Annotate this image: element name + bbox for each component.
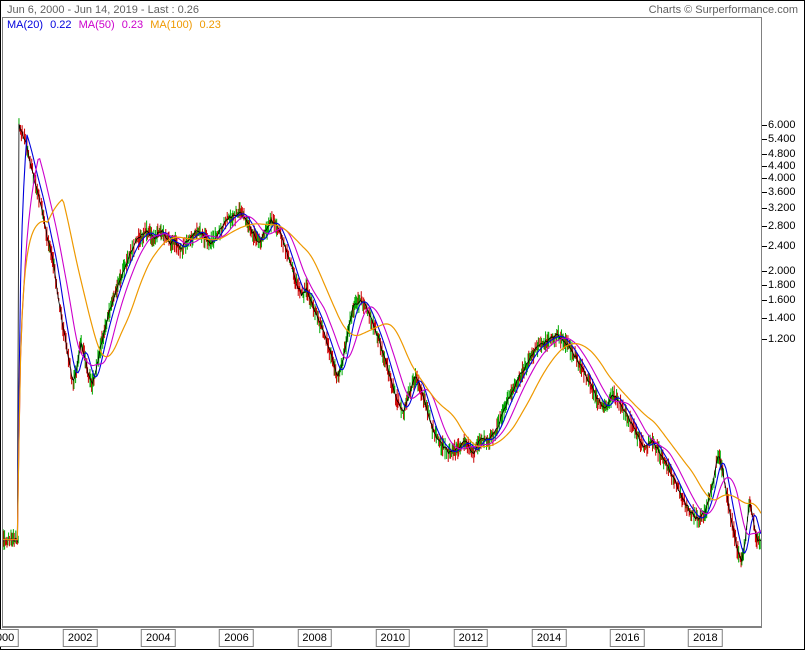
y-tick-mark (762, 300, 767, 301)
y-tick-label: 4.000 (768, 172, 796, 184)
x-tick-label: 2014 (532, 629, 566, 647)
x-axis: 2000 2002 2004 2006 2008 2010 2012 2014 2016 2018 (2, 627, 762, 649)
x-tick-label: 2010 (376, 629, 410, 647)
x-tick-label: 2008 (297, 629, 331, 647)
y-tick-label: 1.800 (768, 279, 796, 291)
y-tick-label: 3.600 (768, 186, 796, 198)
y-tick-label: 2.800 (768, 220, 796, 232)
y-tick-label: 4.800 (768, 148, 796, 160)
y-tick-label: 6.000 (768, 119, 796, 131)
credit: Charts © Surperformance.com (649, 4, 798, 16)
y-tick-label: 1.400 (768, 312, 796, 324)
y-tick-label: 1.600 (768, 294, 796, 306)
y-tick-label: 1.200 (768, 333, 796, 345)
chart-container: Jun 6, 2000 - Jun 14, 2019 - Last : 0.26… (0, 0, 805, 650)
y-tick-label: 4.400 (768, 160, 796, 172)
y-tick-mark (762, 139, 767, 140)
plot-area (2, 17, 762, 627)
x-tick-label: 2002 (63, 629, 97, 647)
y-tick-mark (762, 271, 767, 272)
x-tick-label: 2018 (688, 629, 722, 647)
x-tick-label: 2016 (610, 629, 644, 647)
y-tick-mark (762, 166, 767, 167)
y-tick-mark (762, 339, 767, 340)
y-tick-mark (762, 192, 767, 193)
y-tick-label: 3.200 (768, 202, 796, 214)
date-range: Jun 6, 2000 - Jun 14, 2019 - Last : 0.26 (7, 4, 199, 16)
x-tick-label: 2012 (454, 629, 488, 647)
y-tick-mark (762, 178, 767, 179)
y-tick-mark (762, 154, 767, 155)
y-tick-mark (762, 125, 767, 126)
y-tick-mark (762, 226, 767, 227)
x-tick-label: 2004 (141, 629, 175, 647)
y-tick-label: 5.400 (768, 133, 796, 145)
x-tick-label: 2006 (219, 629, 253, 647)
y-tick-mark (762, 318, 767, 319)
y-tick-label: 2.000 (768, 265, 796, 277)
y-tick-label: 2.400 (768, 240, 796, 252)
chart-svg (3, 18, 761, 626)
y-tick-mark (762, 246, 767, 247)
x-tick-label: 2000 (0, 629, 19, 647)
y-axis: 6.000 5.400 4.8004.4004.000 3.600 3.200 2.800… (762, 17, 804, 627)
y-tick-mark (762, 285, 767, 286)
y-tick-mark (762, 208, 767, 209)
